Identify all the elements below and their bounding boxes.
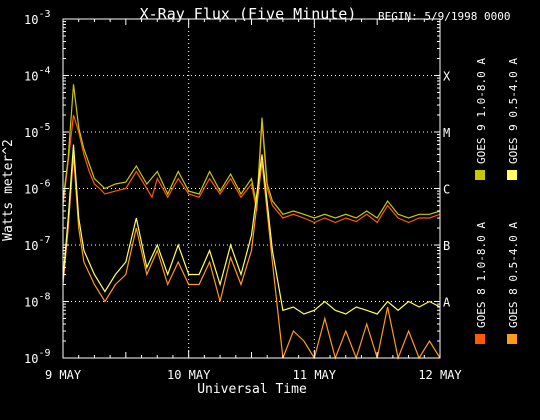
x-axis-ticks: 9 MAY 10 MAY 11 MAY 12 MAY [45,19,462,382]
y-tick-label: 10-8 [24,292,51,310]
y-tick-base: 10 [24,13,38,27]
x-tick-label: 9 MAY [45,368,82,382]
y-axis-label: Watts meter^2 [1,139,16,241]
y-tick-exponent: -9 [38,348,50,359]
legend-label: GOES 9 1.0-8.0 A [475,58,488,164]
legend: GOES 8 1.0-8.0 A GOES 9 1.0-8.0 A GOES 8 0… [475,58,520,344]
y-tick-exponent: -5 [38,122,50,133]
series-layer [62,84,441,361]
y-tick-exponent: -4 [38,66,50,77]
flare-class-label: X [443,70,451,84]
x-axis-label: Universal Time [197,382,307,397]
y-tick-base: 10 [24,70,38,84]
x-tick-label: 11 MAY [293,368,337,382]
y-tick-base: 10 [24,239,38,253]
series-line-4 [62,144,441,315]
y-tick-label: 10-3 [24,9,51,27]
y-tick-exponent: -8 [38,292,50,303]
y-tick-label: 10-9 [24,348,51,366]
grid-lines [63,19,440,358]
y-axis-ticks: 10-310-410-510-610-710-810-9 [24,9,440,366]
y-tick-label: 10-4 [24,66,51,84]
flare-class-label: C [443,183,450,197]
y-tick-base: 10 [24,183,38,197]
legend-label: GOES 8 1.0-8.0 A [475,222,488,328]
y-tick-label: 10-6 [24,179,51,197]
series-line-3 [62,84,441,219]
flare-class-label: A [443,296,451,310]
y-tick-label: 10-7 [24,235,51,253]
series-line-1 [62,114,441,224]
y-tick-exponent: -6 [38,179,50,190]
flare-class-labels: X M C B A [443,70,451,310]
y-tick-exponent: -7 [38,235,50,246]
legend-swatch [475,170,485,180]
legend-swatch [507,334,517,344]
legend-swatch [475,334,485,344]
x-tick-label: 10 MAY [167,368,211,382]
legend-swatch [507,170,517,180]
y-tick-base: 10 [24,126,38,140]
y-tick-label: 10-5 [24,122,51,140]
flare-class-label: B [443,239,450,253]
y-tick-base: 10 [24,296,38,310]
series-line-2 [62,154,441,361]
legend-label: GOES 8 0.5-4.0 A [507,222,520,328]
flare-class-label: M [443,126,450,140]
x-tick-label: 12 MAY [418,368,462,382]
legend-label: GOES 9 0.5-4.0 A [507,58,520,164]
y-tick-exponent: -3 [38,9,50,20]
begin-label: BEGIN: 5/9/1998 0000 [378,10,510,23]
chart-title: X-Ray Flux (Five Minute) [140,5,357,23]
y-tick-base: 10 [24,352,38,366]
